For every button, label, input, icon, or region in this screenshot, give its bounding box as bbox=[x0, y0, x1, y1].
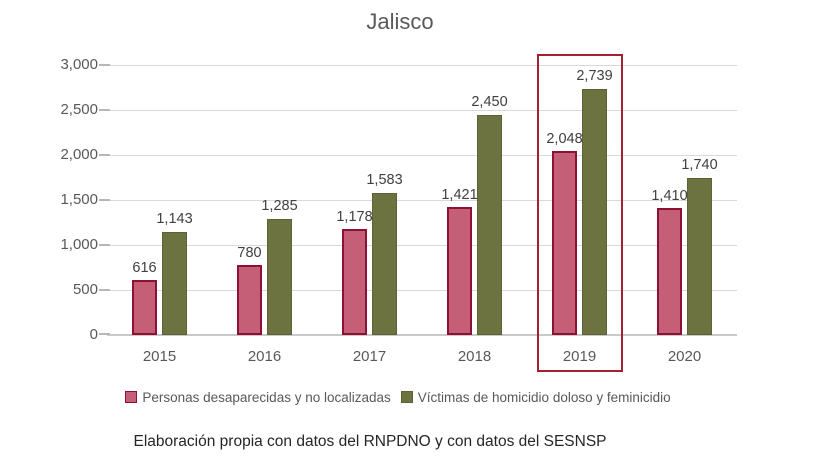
y-axis-tick bbox=[99, 244, 110, 246]
bar-desaparecidas-2020: 1,410 bbox=[651, 188, 688, 335]
bar-desaparecidas-2019: 2,048 bbox=[546, 131, 583, 335]
bar-value-label: 1,178 bbox=[336, 208, 373, 225]
y-axis-tick bbox=[99, 289, 110, 291]
y-axis-tick-label: 1,500 bbox=[60, 191, 98, 208]
gridline bbox=[99, 244, 737, 246]
bar-value-label: 1,410 bbox=[651, 188, 688, 205]
bar-homicidios-2017: 1,583 bbox=[366, 172, 403, 335]
legend-marker-homicidios bbox=[400, 391, 413, 403]
x-axis-label-2016: 2016 bbox=[247, 348, 282, 365]
bar-value-label: 1,421 bbox=[441, 187, 478, 204]
bar-homicidios-2016: 1,285 bbox=[261, 198, 298, 335]
y-axis-tick-label: 2,500 bbox=[60, 101, 98, 118]
bar-value-label: 2,048 bbox=[546, 130, 583, 147]
x-axis-label-2020: 2020 bbox=[667, 348, 702, 365]
bar-group-2017: 1,178 1,583 bbox=[317, 65, 422, 335]
gridline bbox=[99, 64, 737, 66]
chart-title: Jalisco bbox=[366, 9, 434, 34]
bar-group-2018: 1,421 2,450 bbox=[422, 65, 527, 335]
y-axis-tick-label: 3,000 bbox=[60, 56, 98, 73]
legend-item-desaparecidas: Personas desaparecidas y no localizadas bbox=[125, 389, 391, 405]
bar-value-label: 2,739 bbox=[576, 67, 613, 84]
bar-value-label: 1,740 bbox=[681, 157, 718, 174]
plot-area: 616 1,143 780 1,285 1,178 1,583 1,421 2,450 2,04… bbox=[99, 64, 737, 336]
gridline bbox=[99, 289, 737, 291]
bar-value-label: 1,285 bbox=[261, 198, 298, 215]
y-axis-tick bbox=[99, 333, 110, 335]
bar-group-2015: 616 1,143 bbox=[107, 65, 212, 335]
x-axis-label-2017: 2017 bbox=[352, 348, 387, 365]
bar-desaparecidas-2017: 1,178 bbox=[336, 209, 373, 335]
y-axis-tick-label: 2,000 bbox=[60, 146, 98, 163]
legend-label-homicidios: Víctimas de homicidio doloso y feminicid… bbox=[417, 389, 671, 405]
bar-homicidios-2015: 1,143 bbox=[156, 211, 193, 335]
bar-value-label: 616 bbox=[132, 259, 157, 276]
y-axis-tick bbox=[99, 199, 110, 201]
bar-group-2016: 780 1,285 bbox=[212, 65, 317, 335]
x-axis-label-2015: 2015 bbox=[142, 348, 177, 365]
source-caption: Elaboración propia con datos del RNPDNO … bbox=[133, 433, 607, 450]
gridline bbox=[99, 154, 737, 156]
x-axis-line bbox=[99, 333, 737, 336]
highlight-box-2019 bbox=[536, 54, 623, 372]
bar-value-label: 780 bbox=[237, 244, 262, 261]
bar-group-2020: 1,410 1,740 bbox=[632, 65, 737, 335]
y-axis-tick bbox=[99, 154, 110, 156]
x-axis-label-2018: 2018 bbox=[457, 348, 492, 365]
bar-value-label: 1,583 bbox=[366, 171, 403, 188]
bar-desaparecidas-2015: 616 bbox=[132, 260, 157, 335]
bar-group-2019: 2,048 2,739 bbox=[527, 65, 632, 335]
bar-value-label: 2,450 bbox=[471, 93, 508, 110]
gridline bbox=[99, 109, 737, 111]
x-axis-label-2019: 2019 bbox=[562, 348, 597, 365]
gridline bbox=[99, 199, 737, 201]
bar-homicidios-2019: 2,739 bbox=[576, 68, 613, 335]
legend-marker-desaparecidas bbox=[125, 391, 138, 403]
y-axis-tick bbox=[99, 64, 110, 66]
y-axis-tick-label: 0 bbox=[89, 326, 98, 343]
bar-desaparecidas-2016: 780 bbox=[237, 245, 262, 335]
legend: Personas desaparecidas y no localizadas V… bbox=[0, 388, 796, 406]
y-axis-tick-label: 500 bbox=[72, 281, 98, 298]
legend-item-homicidios: Víctimas de homicidio doloso y feminicid… bbox=[400, 389, 671, 405]
legend-label-desaparecidas: Personas desaparecidas y no localizadas bbox=[142, 389, 391, 405]
bar-homicidios-2018: 2,450 bbox=[471, 94, 508, 335]
bar-value-label: 1,143 bbox=[156, 211, 193, 228]
bar-homicidios-2020: 1,740 bbox=[681, 157, 718, 335]
y-axis-tick-label: 1,000 bbox=[60, 236, 98, 253]
y-axis-tick bbox=[99, 109, 110, 111]
bar-desaparecidas-2018: 1,421 bbox=[441, 187, 478, 335]
